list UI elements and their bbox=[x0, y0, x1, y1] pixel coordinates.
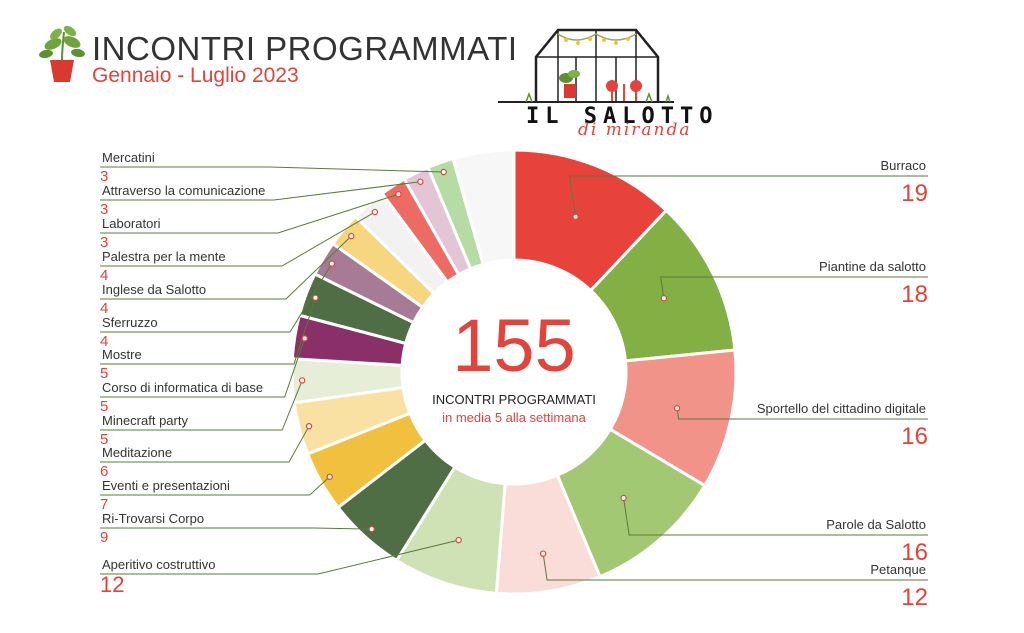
data-value: 4 bbox=[100, 267, 108, 284]
data-value: 3 bbox=[100, 201, 108, 218]
leader-dot bbox=[326, 473, 333, 480]
leader-line bbox=[100, 425, 310, 463]
data-label: Ri-Trovarsi Corpo bbox=[102, 511, 204, 526]
data-value: 4 bbox=[100, 333, 108, 350]
data-value: 5 bbox=[100, 398, 108, 415]
center-sublabel: in media 5 alla settimana bbox=[442, 410, 586, 425]
data-label: Sferruzzo bbox=[102, 315, 158, 330]
data-label: Mercatini bbox=[102, 150, 155, 165]
leader-dot bbox=[312, 294, 319, 301]
leader-dot bbox=[301, 335, 308, 342]
leader-dot bbox=[572, 213, 579, 220]
data-label: Meditazione bbox=[102, 445, 172, 460]
page-title: INCONTRI PROGRAMMATI bbox=[92, 30, 518, 67]
data-label: Laboratori bbox=[102, 216, 161, 231]
data-label: Palestra per la mente bbox=[102, 249, 226, 264]
leader-dot bbox=[660, 295, 668, 302]
leader-line bbox=[100, 338, 306, 398]
leader-dot bbox=[440, 168, 447, 176]
greenhouse-icon bbox=[498, 28, 674, 103]
leader-dot bbox=[620, 494, 627, 502]
leader-line bbox=[568, 175, 928, 217]
leader-dot bbox=[305, 422, 313, 430]
leader-line bbox=[100, 380, 303, 431]
page-subtitle: Gennaio - Luglio 2023 bbox=[92, 64, 299, 87]
leader-line bbox=[100, 211, 376, 267]
data-label: Aperitivo costruttivo bbox=[102, 557, 215, 572]
data-value: 7 bbox=[100, 496, 108, 513]
data-value: 3 bbox=[100, 234, 108, 251]
data-value: 16 bbox=[901, 539, 928, 566]
data-value: 18 bbox=[901, 281, 928, 308]
logo-tagline: di miranda bbox=[578, 120, 692, 140]
pie-slice-remainder bbox=[451, 148, 516, 267]
data-label: Attraverso la comunicazione bbox=[102, 183, 265, 198]
leader-dot bbox=[673, 405, 681, 412]
data-value: 16 bbox=[901, 423, 928, 450]
leader-line bbox=[100, 235, 352, 300]
leader-line bbox=[542, 553, 928, 581]
leader-dot bbox=[328, 260, 336, 267]
data-label: Corso di informatica di base bbox=[102, 380, 263, 395]
leader-dot bbox=[298, 377, 306, 384]
data-value: 5 bbox=[100, 365, 108, 382]
data-value: 4 bbox=[100, 300, 108, 317]
leader-dot bbox=[368, 525, 375, 533]
data-value: 12 bbox=[100, 572, 124, 597]
leader-dot bbox=[348, 232, 355, 240]
data-label: Inglese da Salotto bbox=[102, 282, 206, 297]
leader-line bbox=[623, 497, 928, 536]
leader-line bbox=[100, 263, 333, 333]
center-total: 155 bbox=[452, 304, 576, 387]
leader-line bbox=[100, 476, 331, 496]
leader-line bbox=[676, 408, 928, 420]
leader-dot bbox=[395, 191, 402, 198]
leader-line bbox=[100, 193, 399, 234]
data-value: 6 bbox=[100, 463, 108, 480]
data-value: 5 bbox=[100, 431, 108, 448]
data-value: 12 bbox=[901, 584, 928, 611]
data-label: Minecraft party bbox=[102, 413, 188, 428]
data-label: Petanque bbox=[870, 562, 926, 577]
data-label: Piantine da salotto bbox=[819, 259, 926, 274]
center-label: INCONTRI PROGRAMMATI bbox=[432, 392, 596, 407]
leader-line bbox=[100, 181, 421, 201]
leader-line bbox=[100, 527, 372, 530]
data-label: Burraco bbox=[880, 158, 926, 173]
data-label: Parole da Salotto bbox=[826, 517, 926, 532]
logo-name: IL SALOTTO bbox=[526, 104, 719, 129]
leader-line bbox=[660, 276, 928, 299]
leader-dot bbox=[455, 536, 462, 544]
data-label: Sportello del cittadino digitale bbox=[757, 401, 926, 416]
leader-line bbox=[100, 166, 444, 173]
data-label: Eventi e presentazioni bbox=[102, 478, 230, 493]
data-value: 19 bbox=[901, 180, 928, 207]
leader-dot bbox=[417, 178, 424, 185]
leader-dot bbox=[371, 208, 379, 216]
data-value: 9 bbox=[100, 529, 108, 546]
leader-line bbox=[100, 297, 316, 365]
data-value: 3 bbox=[100, 168, 108, 185]
data-label: Mostre bbox=[102, 347, 142, 362]
potted-plant-icon bbox=[39, 25, 85, 82]
leader-dot bbox=[539, 550, 547, 557]
leader-line bbox=[100, 539, 459, 575]
